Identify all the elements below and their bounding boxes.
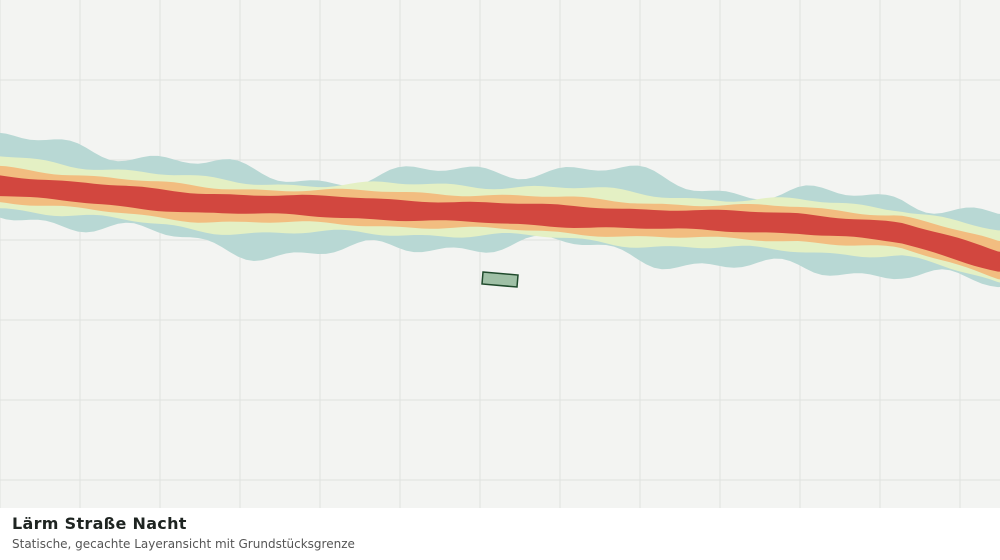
noise-bands <box>0 132 1000 288</box>
footer: Lärm Straße Nacht Statische, gecachte La… <box>0 508 1000 560</box>
parcel-boundary <box>481 271 519 288</box>
map <box>0 0 1000 508</box>
title: Lärm Straße Nacht <box>12 514 187 533</box>
noise-band <box>0 175 1000 272</box>
subtitle: Statische, gecachte Layeransicht mit Gru… <box>12 537 355 551</box>
